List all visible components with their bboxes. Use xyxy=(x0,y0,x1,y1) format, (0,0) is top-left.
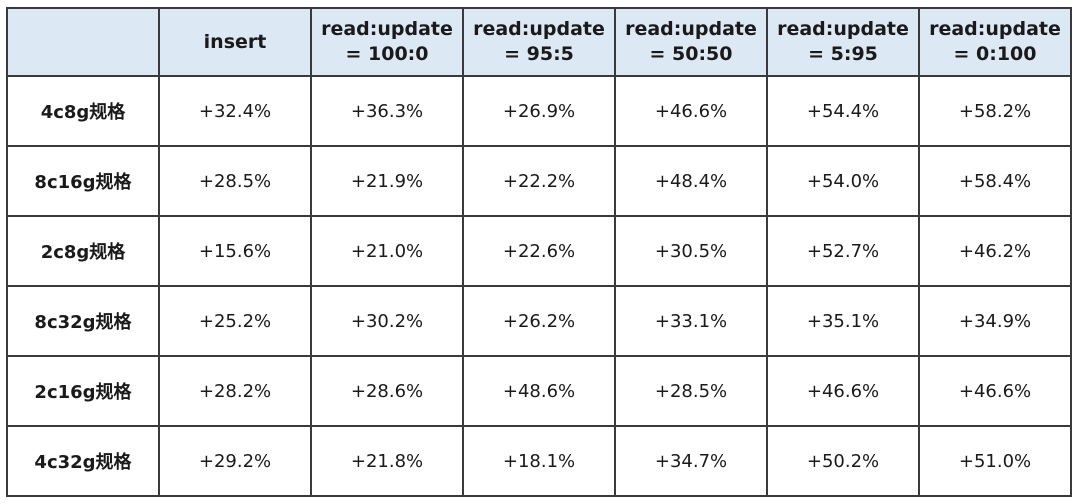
table-cell: +26.9% xyxy=(462,75,616,147)
table-cell: +46.6% xyxy=(766,355,920,427)
table-cell: +58.2% xyxy=(918,75,1072,147)
row-header: 2c8g规格 xyxy=(6,215,160,287)
table-row: 8c16g规格 +28.5% +21.9% +22.2% +48.4% +54.0% +58… xyxy=(6,145,1072,217)
table-cell: +36.3% xyxy=(310,75,464,147)
table-container: insert read:update = 100:0 read:update = 9… xyxy=(6,7,1072,497)
table-cell: +51.0% xyxy=(918,425,1072,497)
table-cell: +58.4% xyxy=(918,145,1072,217)
table-cell: +25.2% xyxy=(158,285,312,357)
row-header: 8c16g规格 xyxy=(6,145,160,217)
table-cell: +28.2% xyxy=(158,355,312,427)
table-cell: +28.5% xyxy=(614,355,768,427)
table-body: 4c8g规格 +32.4% +36.3% +26.9% +46.6% +54.4% +58.… xyxy=(6,75,1072,497)
table-cell: +34.7% xyxy=(614,425,768,497)
table-cell: +18.1% xyxy=(462,425,616,497)
table-cell: +54.0% xyxy=(766,145,920,217)
table-cell: +30.2% xyxy=(310,285,464,357)
header-cell: read:update = 0:100 xyxy=(918,7,1072,77)
header-corner xyxy=(6,7,160,77)
table-cell: +54.4% xyxy=(766,75,920,147)
header-cell: read:update = 50:50 xyxy=(614,7,768,77)
benchmark-table: insert read:update = 100:0 read:update = 9… xyxy=(6,7,1072,497)
row-header: 4c32g规格 xyxy=(6,425,160,497)
table-cell: +52.7% xyxy=(766,215,920,287)
table-cell: +46.6% xyxy=(918,355,1072,427)
table-row: 8c32g规格 +25.2% +30.2% +26.2% +33.1% +35.1% +34… xyxy=(6,285,1072,357)
row-header: 8c32g规格 xyxy=(6,285,160,357)
row-header: 4c8g规格 xyxy=(6,75,160,147)
table-row: 4c32g规格 +29.2% +21.8% +18.1% +34.7% +50.2% +51… xyxy=(6,425,1072,497)
table-cell: +48.4% xyxy=(614,145,768,217)
header-cell: insert xyxy=(158,7,312,77)
table-row: 2c16g规格 +28.2% +28.6% +48.6% +28.5% +46.6% +46… xyxy=(6,355,1072,427)
table-cell: +34.9% xyxy=(918,285,1072,357)
table-cell: +46.6% xyxy=(614,75,768,147)
table-cell: +48.6% xyxy=(462,355,616,427)
header-cell: read:update = 95:5 xyxy=(462,7,616,77)
table-cell: +35.1% xyxy=(766,285,920,357)
table-cell: +46.2% xyxy=(918,215,1072,287)
table-cell: +22.6% xyxy=(462,215,616,287)
table-cell: +50.2% xyxy=(766,425,920,497)
table-cell: +15.6% xyxy=(158,215,312,287)
header-row: insert read:update = 100:0 read:update = 9… xyxy=(6,7,1072,77)
table-cell: +32.4% xyxy=(158,75,312,147)
table-cell: +21.0% xyxy=(310,215,464,287)
table-cell: +28.6% xyxy=(310,355,464,427)
table-cell: +33.1% xyxy=(614,285,768,357)
table-cell: +22.2% xyxy=(462,145,616,217)
table-cell: +26.2% xyxy=(462,285,616,357)
header-cell: read:update = 100:0 xyxy=(310,7,464,77)
table-cell: +29.2% xyxy=(158,425,312,497)
table-cell: +21.8% xyxy=(310,425,464,497)
table-row: 4c8g规格 +32.4% +36.3% +26.9% +46.6% +54.4% +58.… xyxy=(6,75,1072,147)
table-cell: +30.5% xyxy=(614,215,768,287)
table-row: 2c8g规格 +15.6% +21.0% +22.6% +30.5% +52.7% +46.… xyxy=(6,215,1072,287)
row-header: 2c16g规格 xyxy=(6,355,160,427)
table-cell: +28.5% xyxy=(158,145,312,217)
table-cell: +21.9% xyxy=(310,145,464,217)
header-cell: read:update = 5:95 xyxy=(766,7,920,77)
